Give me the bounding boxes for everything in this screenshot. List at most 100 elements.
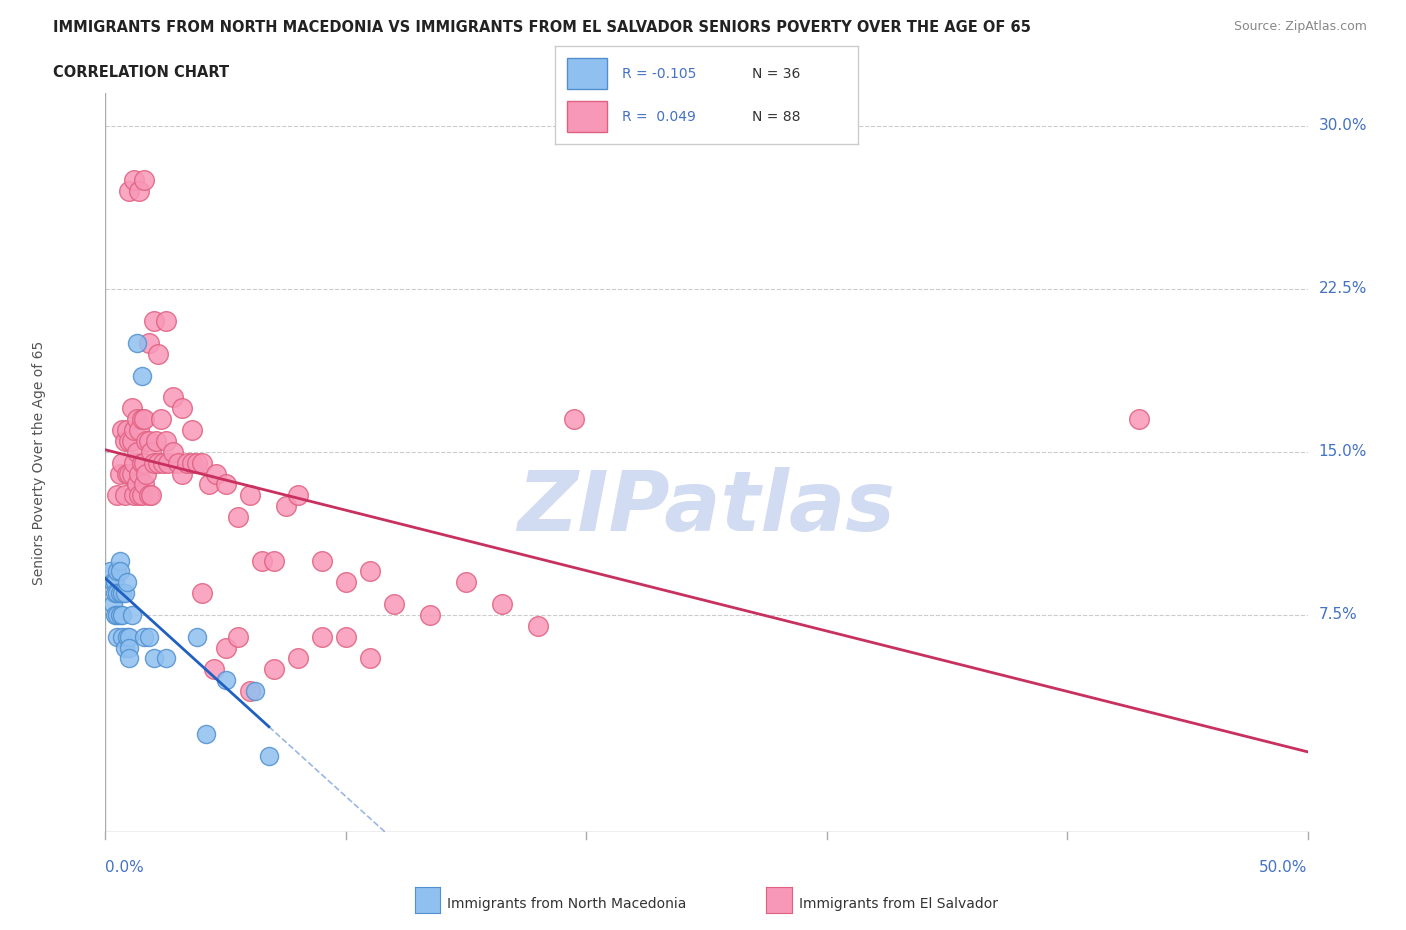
Point	[148, 456, 170, 471]
Point	[148, 347, 170, 362]
Point	[181, 422, 204, 437]
Point	[195, 727, 218, 742]
Point	[114, 433, 136, 448]
Point	[226, 630, 249, 644]
Point	[125, 477, 148, 492]
Point	[101, 575, 124, 590]
Point	[190, 586, 212, 601]
Point	[118, 640, 141, 655]
Point	[155, 651, 177, 666]
Point	[454, 575, 477, 590]
Point	[138, 433, 160, 448]
Point	[121, 401, 143, 416]
Point	[114, 488, 136, 503]
FancyBboxPatch shape	[568, 59, 607, 89]
Point	[124, 488, 146, 503]
Point	[214, 640, 236, 655]
Text: 15.0%: 15.0%	[1319, 445, 1367, 459]
Point	[257, 749, 280, 764]
Point	[239, 684, 262, 698]
Point	[104, 607, 127, 622]
Point	[202, 662, 225, 677]
Text: Source: ZipAtlas.com: Source: ZipAtlas.com	[1233, 20, 1367, 33]
Point	[124, 422, 146, 437]
Point	[108, 564, 131, 578]
Point	[125, 412, 148, 427]
Point	[128, 466, 150, 481]
Point	[176, 456, 198, 471]
Point	[142, 651, 165, 666]
Point	[138, 630, 160, 644]
Point	[131, 456, 153, 471]
Point	[118, 630, 141, 644]
Point	[107, 564, 129, 578]
Point	[132, 456, 155, 471]
Point	[114, 586, 136, 601]
Point	[128, 488, 150, 503]
Text: N = 36: N = 36	[752, 67, 800, 81]
Point	[142, 456, 165, 471]
Point	[107, 488, 129, 503]
Text: Immigrants from El Salvador: Immigrants from El Salvador	[799, 897, 998, 911]
Text: Immigrants from North Macedonia: Immigrants from North Macedonia	[447, 897, 686, 911]
Point	[124, 173, 146, 188]
Point	[419, 607, 441, 622]
Point	[135, 433, 157, 448]
Point	[152, 456, 174, 471]
Point	[162, 390, 184, 405]
Point	[226, 510, 249, 525]
Point	[118, 466, 141, 481]
Point	[138, 488, 160, 503]
Point	[118, 433, 141, 448]
Point	[1128, 412, 1150, 427]
FancyBboxPatch shape	[568, 101, 607, 132]
Point	[121, 466, 143, 481]
Point	[132, 630, 155, 644]
Point	[108, 586, 131, 601]
Text: CORRELATION CHART: CORRELATION CHART	[53, 65, 229, 80]
Point	[287, 651, 309, 666]
Point	[125, 336, 148, 351]
Point	[111, 456, 134, 471]
Point	[138, 336, 160, 351]
Point	[115, 466, 138, 481]
Point	[172, 401, 194, 416]
Text: R = -0.105: R = -0.105	[621, 67, 696, 81]
Point	[118, 651, 141, 666]
Point	[156, 456, 179, 471]
Point	[128, 422, 150, 437]
Point	[118, 183, 141, 198]
Point	[243, 684, 266, 698]
Point	[98, 564, 121, 578]
Point	[108, 466, 131, 481]
Point	[250, 553, 273, 568]
Point	[359, 564, 381, 578]
Point	[139, 488, 162, 503]
Point	[132, 412, 155, 427]
Point	[562, 412, 585, 427]
Point	[359, 651, 381, 666]
Point	[274, 498, 297, 513]
Point	[125, 445, 148, 459]
Point	[132, 173, 155, 188]
Text: IMMIGRANTS FROM NORTH MACEDONIA VS IMMIGRANTS FROM EL SALVADOR SENIORS POVERTY O: IMMIGRANTS FROM NORTH MACEDONIA VS IMMIG…	[53, 20, 1032, 35]
Point	[311, 630, 333, 644]
Point	[149, 412, 172, 427]
Point	[111, 586, 134, 601]
Point	[335, 630, 357, 644]
Point	[166, 456, 188, 471]
Text: 30.0%: 30.0%	[1319, 118, 1367, 133]
Point	[131, 488, 153, 503]
Point	[108, 607, 131, 622]
Point	[155, 433, 177, 448]
Point	[107, 586, 129, 601]
Point	[263, 662, 285, 677]
Point	[115, 630, 138, 644]
Text: R =  0.049: R = 0.049	[621, 110, 696, 124]
Point	[104, 575, 127, 590]
Point	[382, 596, 405, 611]
Point	[114, 640, 136, 655]
Point	[104, 586, 127, 601]
Point	[287, 488, 309, 503]
Point	[101, 596, 124, 611]
